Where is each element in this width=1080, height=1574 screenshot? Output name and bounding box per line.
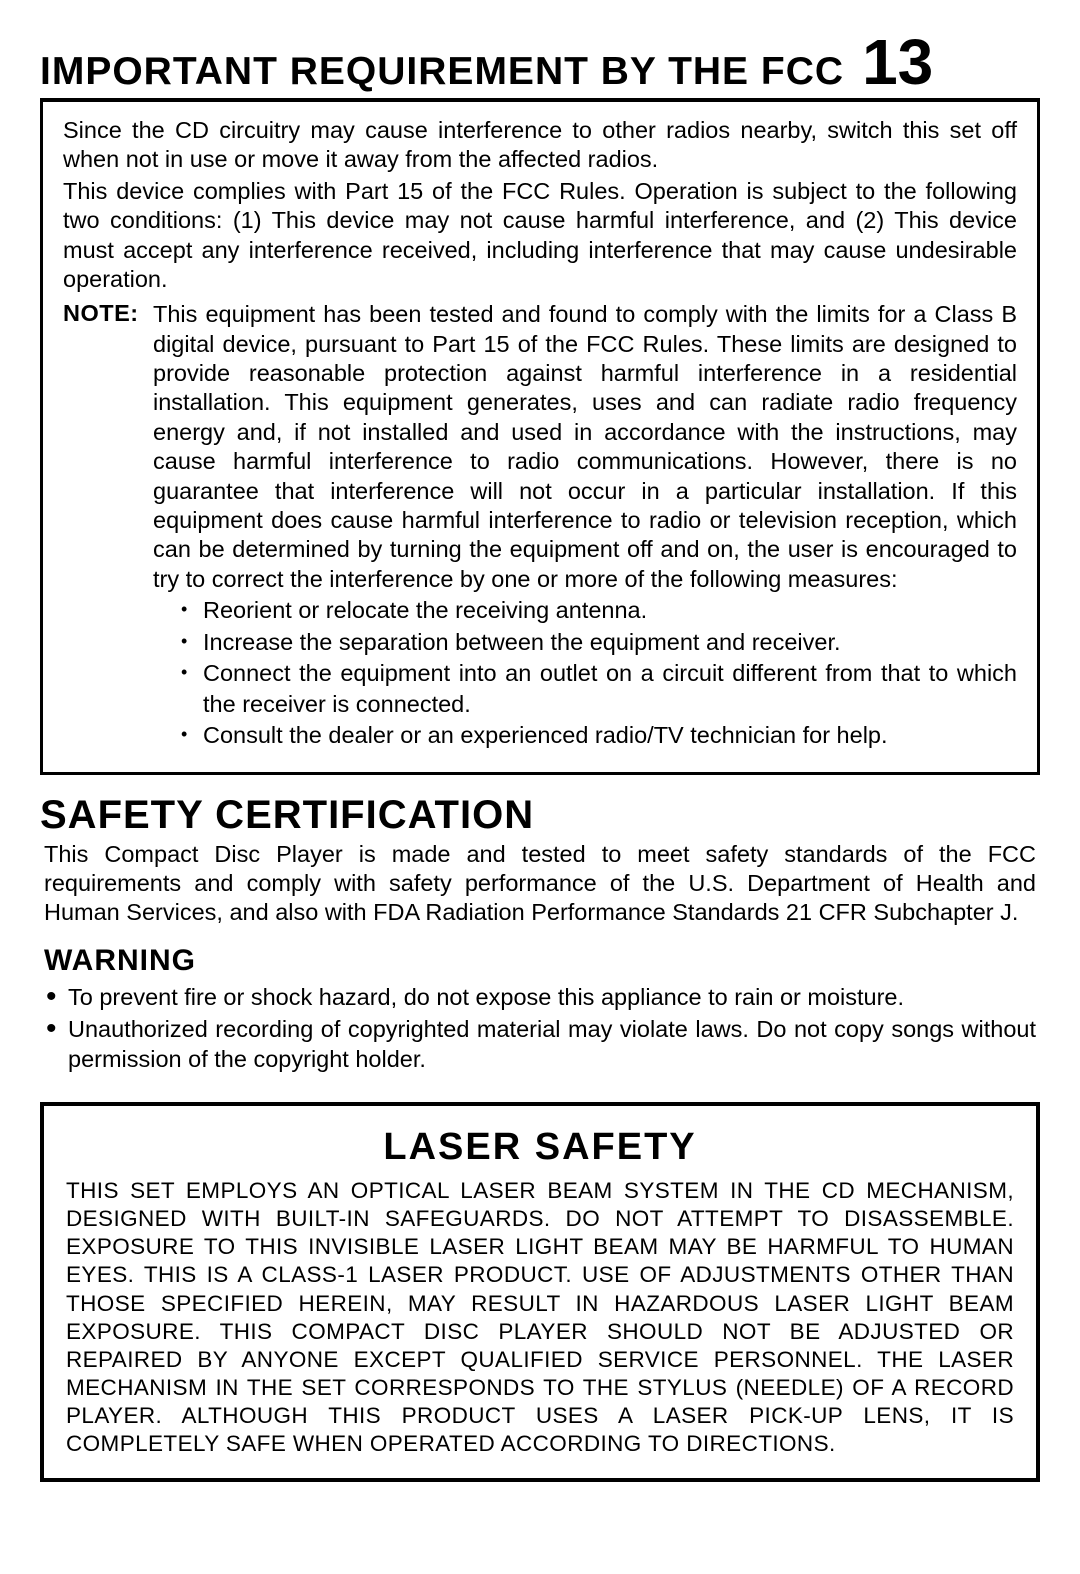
fcc-para-2: This device complies with Part 15 of the… bbox=[63, 177, 1017, 295]
warning-list: To prevent fire or shock hazard, do not … bbox=[40, 982, 1040, 1074]
warning-heading: WARNING bbox=[44, 944, 1040, 978]
page-title: IMPORTANT REQUIREMENT BY THE FCC bbox=[40, 50, 844, 94]
laser-safety-body: THIS SET EMPLOYS AN OPTICAL LASER BEAM S… bbox=[66, 1177, 1014, 1458]
fcc-measures-list: Reorient or relocate the receiving anten… bbox=[181, 595, 1017, 751]
safety-certification-body: This Compact Disc Player is made and tes… bbox=[40, 840, 1040, 928]
list-item: To prevent fire or shock hazard, do not … bbox=[44, 982, 1036, 1012]
list-item: Unauthorized recording of copyrighted ma… bbox=[44, 1014, 1036, 1074]
safety-certification-heading: SAFETY CERTIFICATION bbox=[40, 793, 1040, 838]
note-label: NOTE: bbox=[63, 300, 153, 327]
laser-safety-box: LASER SAFETY THIS SET EMPLOYS AN OPTICAL… bbox=[40, 1102, 1040, 1482]
list-item: Consult the dealer or an experienced rad… bbox=[181, 720, 1017, 751]
fcc-requirement-box: Since the CD circuitry may cause interfe… bbox=[40, 102, 1040, 775]
list-item: Increase the separation between the equi… bbox=[181, 627, 1017, 658]
list-item: Reorient or relocate the receiving anten… bbox=[181, 595, 1017, 626]
note-body: This equipment has been tested and found… bbox=[153, 300, 1017, 594]
fcc-para-1: Since the CD circuitry may cause interfe… bbox=[63, 116, 1017, 175]
fcc-note-row: NOTE: This equipment has been tested and… bbox=[63, 300, 1017, 594]
laser-safety-heading: LASER SAFETY bbox=[66, 1126, 1014, 1169]
list-item: Connect the equipment into an outlet on … bbox=[181, 658, 1017, 719]
page-number: 13 bbox=[862, 30, 933, 94]
header-bar: IMPORTANT REQUIREMENT BY THE FCC 13 bbox=[40, 30, 1040, 102]
